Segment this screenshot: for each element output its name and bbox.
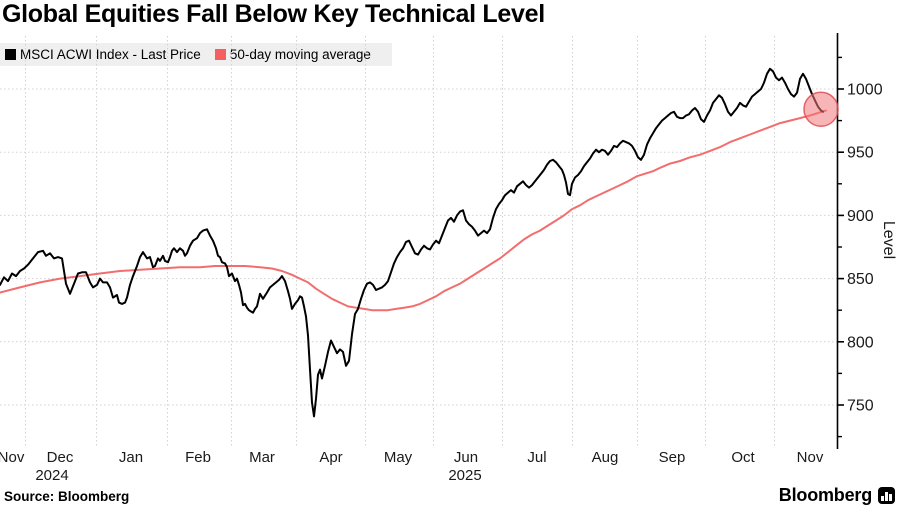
x-tick-label: Aug <box>592 449 619 466</box>
ma-series-swatch-icon <box>214 49 226 60</box>
legend-item-label: MSCI ACWI Index - Last Price <box>20 47 201 62</box>
x-tick-label: Jan <box>119 449 143 466</box>
chart-legend: MSCI ACWI Index - Last Price 50-day movi… <box>0 43 392 66</box>
x-tick-label: Dec <box>47 449 74 466</box>
y-tick-label: 850 <box>847 271 874 288</box>
x-tick-label: Apr <box>319 449 342 466</box>
y-tick-label: 1000 <box>847 82 883 99</box>
x-tick-label: Feb <box>185 449 211 466</box>
legend-item-price: MSCI ACWI Index - Last Price <box>5 47 201 62</box>
price-series-swatch-icon <box>5 49 16 60</box>
x-tick-label: Jun <box>454 449 478 466</box>
x-tick-label: May <box>384 449 413 466</box>
ma-line <box>0 109 827 312</box>
x-tick-label: Mar <box>249 449 275 466</box>
x-tick-label: Nov <box>797 449 824 466</box>
x-tick-label: Oct <box>731 449 755 466</box>
y-tick-label: 950 <box>847 145 874 162</box>
bloomberg-logo: Bloomberg <box>779 485 895 506</box>
source-note: Source: Bloomberg <box>4 489 130 504</box>
x-year-label: 2024 <box>35 467 68 484</box>
bloomberg-terminal-icon <box>878 487 895 504</box>
legend-item-moving-average: 50-day moving average <box>214 47 371 62</box>
crossover-highlight-circle <box>803 91 839 127</box>
x-tick-label: Nov <box>0 449 25 466</box>
price-line <box>0 67 824 418</box>
y-axis-title: Level <box>880 221 897 259</box>
y-tick-label: 750 <box>847 398 874 415</box>
x-tick-label: Jul <box>527 449 546 466</box>
page-title: Global Equities Fall Below Key Technical… <box>2 0 545 28</box>
x-tick-label: Sep <box>659 449 686 466</box>
bloomberg-wordmark: Bloomberg <box>778 485 872 505</box>
x-year-label: 2025 <box>448 467 481 484</box>
y-tick-label: 800 <box>847 334 874 351</box>
y-tick-label: 900 <box>847 208 874 225</box>
legend-item-label: 50-day moving average <box>229 47 371 62</box>
